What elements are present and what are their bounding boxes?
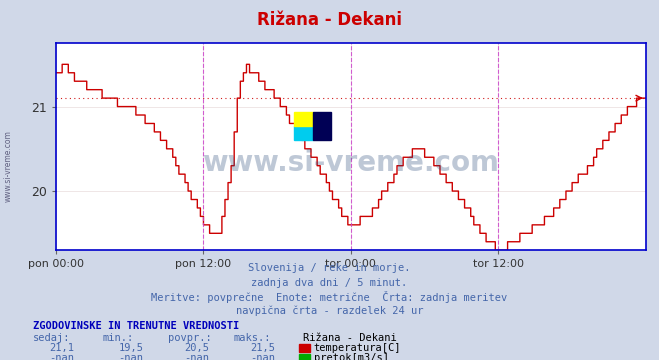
Text: min.:: min.: [102, 333, 133, 343]
Text: pretok[m3/s]: pretok[m3/s] [314, 353, 389, 360]
Text: -nan: -nan [49, 353, 74, 360]
Text: navpična črta - razdelek 24 ur: navpična črta - razdelek 24 ur [236, 305, 423, 316]
Text: 20,5: 20,5 [185, 343, 210, 353]
Text: Slovenija / reke in morje.: Slovenija / reke in morje. [248, 263, 411, 273]
Text: 19,5: 19,5 [119, 343, 144, 353]
Text: -nan: -nan [185, 353, 210, 360]
Text: www.si-vreme.com: www.si-vreme.com [3, 130, 13, 202]
Text: Rižana - Dekani: Rižana - Dekani [303, 333, 397, 343]
Bar [294, 126, 312, 140]
Bar [312, 112, 331, 140]
Text: Meritve: povprečne  Enote: metrične  Črta: zadnja meritev: Meritve: povprečne Enote: metrične Črta:… [152, 291, 507, 303]
Text: 21,1: 21,1 [49, 343, 74, 353]
Text: Rižana - Dekani: Rižana - Dekani [257, 11, 402, 29]
Text: temperatura[C]: temperatura[C] [314, 343, 401, 353]
Bar [294, 112, 312, 126]
Text: zadnja dva dni / 5 minut.: zadnja dva dni / 5 minut. [251, 278, 408, 288]
Text: 21,5: 21,5 [250, 343, 275, 353]
Text: ZGODOVINSKE IN TRENUTNE VREDNOSTI: ZGODOVINSKE IN TRENUTNE VREDNOSTI [33, 321, 239, 331]
Text: povpr.:: povpr.: [168, 333, 212, 343]
Text: -nan: -nan [119, 353, 144, 360]
Text: -nan: -nan [250, 353, 275, 360]
Text: sedaj:: sedaj: [33, 333, 71, 343]
Text: www.si-vreme.com: www.si-vreme.com [202, 149, 500, 177]
Text: maks.:: maks.: [234, 333, 272, 343]
